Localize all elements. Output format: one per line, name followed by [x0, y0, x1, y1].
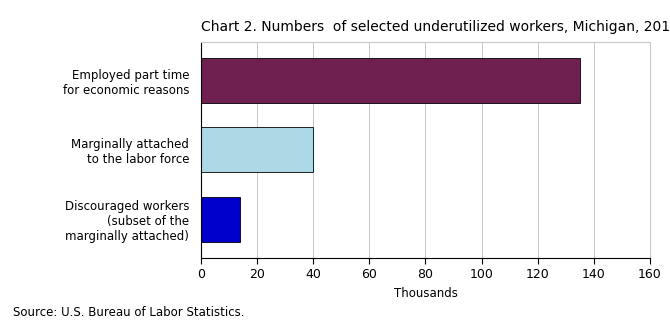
Bar: [201, 127, 314, 172]
Bar: [201, 197, 241, 242]
Text: Chart 2. Numbers  of selected underutilized workers, Michigan, 2019 annual avera: Chart 2. Numbers of selected underutiliz…: [201, 20, 670, 34]
Bar: [201, 58, 580, 103]
Text: Source: U.S. Bureau of Labor Statistics.: Source: U.S. Bureau of Labor Statistics.: [13, 306, 245, 319]
X-axis label: Thousands: Thousands: [393, 287, 458, 299]
